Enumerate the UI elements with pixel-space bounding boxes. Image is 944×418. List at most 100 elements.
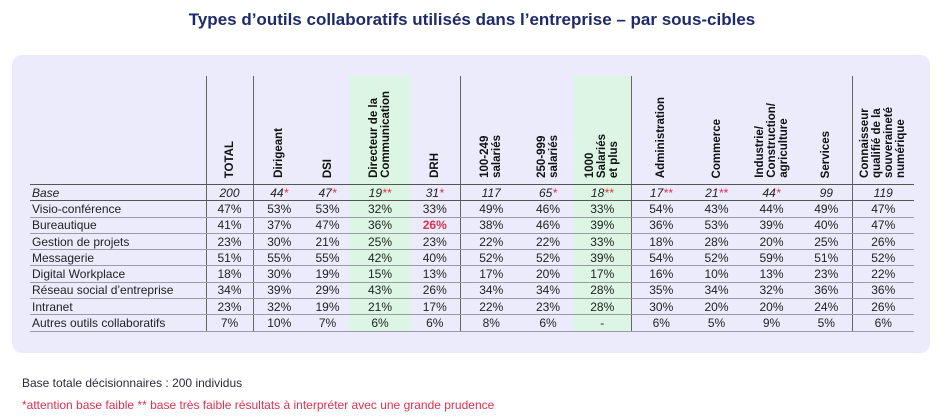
table-cell: 19%	[305, 298, 350, 316]
warning-note: *attention base faible ** base très faib…	[22, 398, 495, 412]
column-header: DRH	[410, 76, 460, 185]
table-row: Messagerie 51% 55% 55% 42% 40% 52% 52% 39% 54% 52%…	[30, 249, 914, 267]
column-header-label: 250-999 salariés	[536, 135, 560, 178]
table-cell: 52%	[522, 249, 574, 267]
table-cell: 10%	[252, 314, 305, 332]
low-base-marker: **	[382, 185, 392, 200]
table-cell: 22%	[522, 233, 574, 251]
base-cell: 31*	[410, 184, 460, 202]
table-cell: 47%	[851, 200, 914, 218]
table-row: Digital Workplace 18% 30% 19% 15% 13% 17% 20% 17…	[30, 265, 914, 283]
table-cell: 53%	[305, 200, 350, 218]
table-cell: 26%	[410, 282, 460, 300]
table-cell: 39%	[252, 282, 305, 300]
table-cell: 59%	[742, 249, 801, 267]
table-cell: 39%	[742, 217, 801, 234]
row-label: Réseau social d’entreprise	[30, 282, 206, 300]
base-cell: 17**	[630, 184, 691, 202]
column-header-label: TOTAL	[223, 140, 236, 178]
table-cell: 13%	[410, 265, 460, 283]
table-cell: 30%	[630, 298, 691, 316]
low-base-marker: **	[604, 185, 614, 200]
results-table: TOTAL Dirigeant DSI Directeur de la Communi…	[30, 76, 914, 332]
table-cell: 25%	[350, 233, 410, 251]
base-cell: 18**	[574, 184, 631, 202]
header-corner	[30, 76, 206, 185]
table-cell: 32%	[252, 298, 305, 316]
column-header-label: 1000 Salariés et plus	[584, 133, 621, 178]
column-header-label: Commerce	[710, 118, 723, 178]
table-cell: 39%	[574, 249, 631, 267]
base-cell: 119	[851, 184, 914, 202]
table-row: Visio-conférence 47% 53% 53% 32% 33% 49% 46% 33%…	[30, 200, 914, 218]
column-header: Commerce	[691, 76, 742, 185]
column-header-label: DSI	[321, 158, 334, 178]
table-cell: 35%	[630, 282, 691, 300]
table-cell: 26%	[851, 298, 914, 316]
column-header-label: Industrie/ Construction/ agriculture	[753, 103, 790, 178]
table-cell: 17%	[410, 298, 460, 316]
table-cell: 19%	[305, 265, 350, 283]
column-header: 100-249 salariés	[459, 76, 522, 185]
base-cell: 44*	[252, 184, 305, 202]
table-cell: 51%	[205, 249, 253, 267]
table-cell: 6%	[522, 314, 574, 332]
table-cell: 23%	[410, 233, 460, 251]
table-cell: 22%	[459, 298, 522, 316]
table-cell: 25%	[801, 233, 852, 251]
table-cell: 21%	[350, 298, 410, 316]
table-cell: 7%	[205, 314, 253, 332]
table-cell: 5%	[801, 314, 852, 332]
column-header: Connaisseur qualifié de la souveraineté …	[851, 76, 914, 185]
table-cell: 34%	[691, 282, 742, 300]
table-cell: 52%	[691, 249, 742, 267]
column-header: Dirigeant	[252, 76, 305, 185]
table-cell: 6%	[851, 314, 914, 332]
column-header: Industrie/ Construction/ agriculture	[742, 76, 801, 185]
low-base-marker: *	[283, 185, 289, 200]
table-row: Bureautique 41% 37% 47% 36% 26% 38% 46% 39% 36% 53…	[30, 217, 914, 234]
table-cell: 18%	[205, 265, 253, 283]
low-base-marker: **	[718, 185, 728, 200]
table-row: Intranet 23% 32% 19% 21% 17% 22% 23% 28% 30% 20% 20…	[30, 298, 914, 316]
column-header: Directeur de la Communication	[350, 76, 410, 185]
table-cell: 49%	[459, 200, 522, 218]
row-label: Visio-conférence	[30, 200, 206, 218]
column-header-label: Directeur de la Communication	[368, 91, 392, 178]
table-row: Réseau social d’entreprise 34% 39% 29% 43% 26…	[30, 282, 914, 300]
base-cell: 99	[801, 184, 852, 202]
base-cell: 117	[459, 184, 522, 202]
column-header-label: Connaisseur qualifié de la souveraineté …	[859, 107, 908, 178]
table-cell: 23%	[205, 298, 253, 316]
table-cell: 22%	[851, 265, 914, 283]
column-header: TOTAL	[205, 76, 253, 185]
table-cell: 33%	[574, 233, 631, 251]
table-cell: 46%	[522, 200, 574, 218]
table-cell: 47%	[851, 217, 914, 234]
page-title: Types d’outils collaboratifs utilisés da…	[188, 10, 756, 29]
table-cell: 34%	[522, 282, 574, 300]
table-row: Gestion de projets 23% 30% 21% 25% 23% 22% 22% 3…	[30, 233, 914, 251]
column-header: Administration	[630, 76, 691, 185]
table-cell: 26%	[851, 233, 914, 251]
table-cell: 17%	[574, 265, 631, 283]
base-cell: 44*	[742, 184, 801, 202]
table-cell: 36%	[851, 282, 914, 300]
table-cell: 21%	[305, 233, 350, 251]
table-cell: 9%	[742, 314, 801, 332]
table-cell: 20%	[742, 233, 801, 251]
table-cell: 29%	[305, 282, 350, 300]
table-cell: 20%	[742, 298, 801, 316]
table-cell: 23%	[205, 233, 253, 251]
table-cell: 28%	[574, 282, 631, 300]
table-cell: 43%	[691, 200, 742, 218]
table-cell: 47%	[205, 200, 253, 218]
column-header: 1000 Salariés et plus	[574, 76, 631, 185]
table-cell: 43%	[350, 282, 410, 300]
table-cell: 53%	[691, 217, 742, 234]
table-cell: 55%	[305, 249, 350, 267]
row-label: Base	[30, 184, 206, 202]
table-cell: 33%	[410, 200, 460, 218]
table-cell: 20%	[691, 298, 742, 316]
column-header: 250-999 salariés	[522, 76, 574, 185]
